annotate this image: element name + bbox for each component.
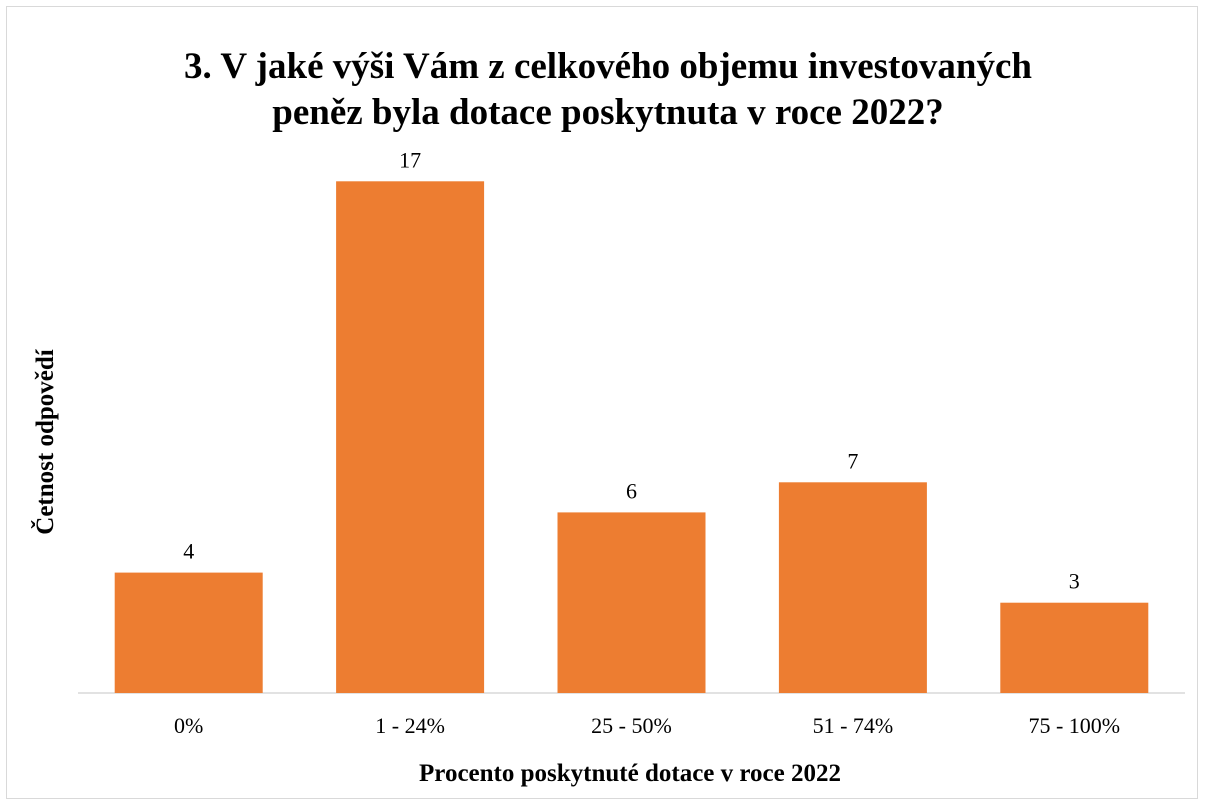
data-label: 3 <box>1069 569 1080 594</box>
bar <box>1000 602 1149 693</box>
x-axis-title: Procento poskytnuté dotace v roce 2022 <box>419 760 841 787</box>
data-label: 4 <box>183 539 194 564</box>
x-tick-label: 1 - 24% <box>375 713 445 738</box>
bar <box>778 482 927 693</box>
x-tick-label: 25 - 50% <box>591 713 672 738</box>
bar <box>557 512 706 693</box>
chart-title-line-1: 3. V jaké výši Vám z celkového objemu in… <box>184 46 1032 87</box>
y-axis-title: Četnost odpovědí <box>30 348 59 534</box>
data-label: 17 <box>399 147 421 172</box>
chart-title-line-2: peněz byla dotace poskytnuta v roce 2022… <box>272 92 943 133</box>
data-label: 6 <box>626 478 637 503</box>
bar <box>114 572 263 693</box>
bars-group: 4 0% 17 1 - 24% 6 25 - 50% 7 51 - 74% 3 75 - 100% <box>114 147 1149 738</box>
x-tick-label: 0% <box>174 713 203 738</box>
bar <box>336 181 485 694</box>
data-label: 7 <box>847 448 858 473</box>
x-tick-label: 75 - 100% <box>1028 713 1120 738</box>
x-tick-label: 51 - 74% <box>813 713 894 738</box>
